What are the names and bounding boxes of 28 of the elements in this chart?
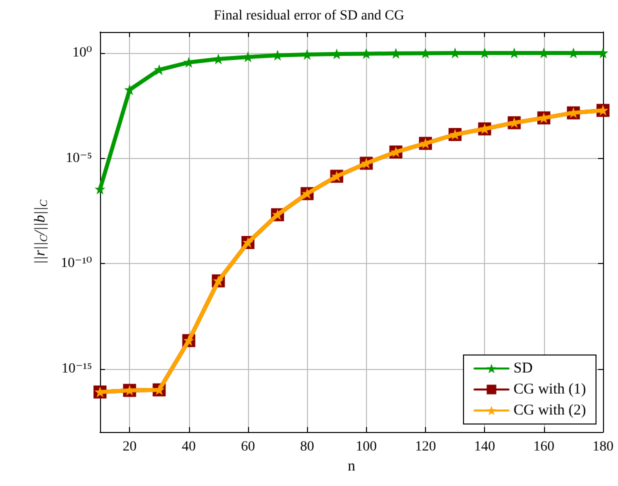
point: [154, 65, 164, 74]
point: [539, 48, 548, 58]
point: [598, 48, 608, 58]
legend-label: SD: [514, 360, 533, 376]
y-tick-label: 10⁻⁵: [66, 150, 92, 166]
point: [510, 48, 519, 58]
y-tick-label: 10⁻¹⁰: [60, 256, 92, 272]
point: [125, 85, 134, 94]
legend-label: CG with (2): [514, 402, 586, 418]
x-tick-label: 160: [533, 440, 554, 454]
y-tick-label: 10⁰: [72, 46, 92, 61]
y-tick-label: 10⁻¹⁵: [62, 361, 92, 376]
y-axis-title: ||r||C/||b||C: [32, 198, 50, 264]
chart-title: Final residual error of SD and CG: [214, 8, 404, 24]
x-tick-label: 20: [122, 440, 137, 454]
point: [362, 49, 371, 58]
point: [332, 50, 342, 59]
x-tick-label: 60: [240, 440, 255, 454]
x-axis-title: n: [348, 458, 356, 474]
x-tick-label: 80: [300, 440, 314, 454]
x-tick-label: 140: [474, 440, 496, 454]
x-tick-label: 100: [356, 440, 377, 454]
point: [214, 54, 223, 64]
legend-label: CG with (1): [514, 382, 586, 398]
point: [184, 58, 194, 67]
x-tick-label: 40: [182, 440, 196, 454]
x-tick-label: 180: [592, 440, 614, 454]
x-tick-label: 120: [414, 440, 436, 454]
